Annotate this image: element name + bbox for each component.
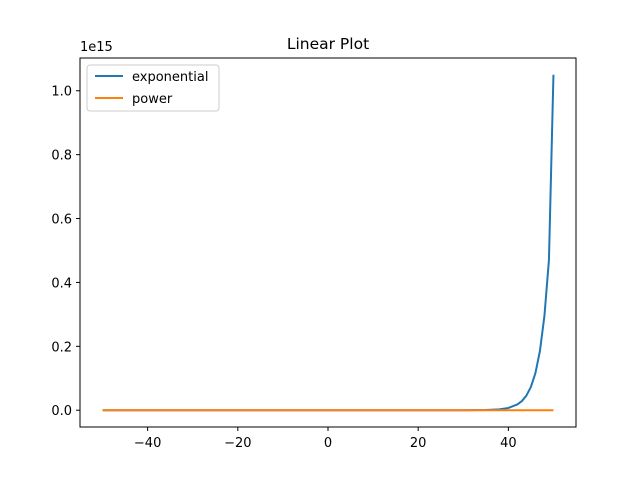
x-axis: −40 −20 0 20 40 [134, 427, 517, 451]
y-axis: 0.0 0.2 0.4 0.6 0.8 1.0 [51, 85, 80, 419]
series-line-exponential [102, 74, 555, 412]
legend: exponential power [86, 64, 220, 112]
y-offset-label: 1e15 [80, 40, 113, 55]
y-tick-label: 1.0 [51, 85, 72, 100]
x-tick-label: 20 [410, 436, 427, 451]
y-tick-label: 0.8 [51, 149, 72, 164]
x-tick-label: 0 [324, 436, 332, 451]
chart-title: Linear Plot [287, 35, 369, 53]
y-tick-label: 0.2 [51, 340, 72, 355]
series-layer [102, 74, 555, 412]
y-tick-label: 0.4 [51, 276, 72, 291]
plot-frame [79, 57, 577, 428]
x-tick-label: 40 [500, 436, 517, 451]
legend-label-power: power [132, 92, 173, 107]
y-tick-label: 0.6 [51, 213, 72, 228]
y-tick-label: 0.0 [51, 404, 72, 419]
legend-label-exponential: exponential [132, 70, 208, 85]
x-tick-label: −40 [134, 436, 161, 451]
x-tick-label: −20 [224, 436, 251, 451]
